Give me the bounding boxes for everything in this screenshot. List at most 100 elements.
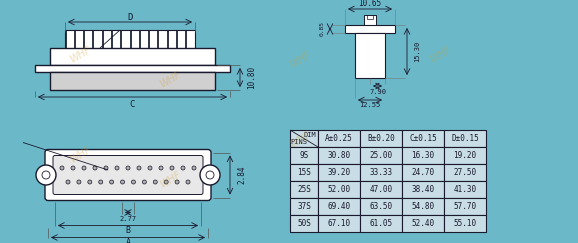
Text: 61.05: 61.05 <box>369 219 392 228</box>
Circle shape <box>99 180 103 184</box>
Bar <box>290 164 318 181</box>
Circle shape <box>60 166 64 170</box>
Text: B±0.20: B±0.20 <box>367 134 395 143</box>
Text: C: C <box>130 99 135 109</box>
Bar <box>444 147 486 164</box>
Bar <box>355 33 385 78</box>
Text: WHF: WHF <box>428 45 453 65</box>
Text: 69.40: 69.40 <box>328 202 351 211</box>
Bar <box>290 181 318 198</box>
Text: 12.55: 12.55 <box>360 102 381 108</box>
Bar <box>290 147 318 164</box>
Bar <box>402 198 444 215</box>
Text: 67.10: 67.10 <box>328 219 351 228</box>
Text: 25S: 25S <box>297 185 311 194</box>
Bar <box>94 30 102 48</box>
Text: WHF: WHF <box>68 145 92 165</box>
Bar <box>168 30 176 48</box>
Bar <box>177 30 185 48</box>
Circle shape <box>170 166 174 170</box>
Bar <box>402 181 444 198</box>
Bar <box>318 181 360 198</box>
Bar <box>360 164 402 181</box>
Bar <box>364 15 376 25</box>
Text: 37S: 37S <box>297 202 311 211</box>
Bar <box>75 30 83 48</box>
Bar <box>290 198 318 215</box>
Text: 25.00: 25.00 <box>369 151 392 160</box>
Text: 52.00: 52.00 <box>328 185 351 194</box>
Text: 7.90: 7.90 <box>369 89 386 95</box>
Circle shape <box>153 180 157 184</box>
Bar <box>290 215 318 232</box>
Text: WHF: WHF <box>68 45 92 65</box>
Circle shape <box>131 180 135 184</box>
Text: 19.20: 19.20 <box>453 151 477 160</box>
Bar <box>318 147 360 164</box>
Text: WHF: WHF <box>288 50 312 70</box>
Text: A±0.25: A±0.25 <box>325 134 353 143</box>
Text: PINS: PINS <box>290 139 307 145</box>
Text: 0.85: 0.85 <box>320 21 324 36</box>
Circle shape <box>159 166 163 170</box>
Bar <box>318 198 360 215</box>
Circle shape <box>126 166 130 170</box>
Text: B: B <box>125 226 131 235</box>
Circle shape <box>164 180 168 184</box>
Text: 52.40: 52.40 <box>412 219 435 228</box>
Circle shape <box>88 180 92 184</box>
Circle shape <box>104 166 108 170</box>
Bar <box>50 48 215 65</box>
Text: 24.70: 24.70 <box>412 168 435 177</box>
Bar <box>345 25 395 33</box>
Bar <box>158 30 166 48</box>
Text: 10.65: 10.65 <box>358 0 381 9</box>
Circle shape <box>93 166 97 170</box>
Text: 57.70: 57.70 <box>453 202 477 211</box>
Bar <box>402 130 444 147</box>
Text: 27.50: 27.50 <box>453 168 477 177</box>
Text: 2.84: 2.84 <box>238 166 246 184</box>
Bar <box>140 30 148 48</box>
Text: 41.30: 41.30 <box>453 185 477 194</box>
Text: WHF: WHF <box>158 70 182 90</box>
Text: 15.30: 15.30 <box>414 41 420 62</box>
Text: 15S: 15S <box>297 168 311 177</box>
Bar <box>112 30 120 48</box>
Text: 55.10: 55.10 <box>453 219 477 228</box>
Circle shape <box>186 180 190 184</box>
Circle shape <box>192 166 196 170</box>
Text: 38.40: 38.40 <box>412 185 435 194</box>
Circle shape <box>77 180 81 184</box>
Bar <box>402 164 444 181</box>
Circle shape <box>148 166 152 170</box>
Bar <box>290 130 486 232</box>
FancyBboxPatch shape <box>53 156 203 194</box>
Bar <box>318 130 360 147</box>
Circle shape <box>82 166 86 170</box>
Bar <box>402 215 444 232</box>
Text: 50S: 50S <box>297 219 311 228</box>
Bar <box>444 215 486 232</box>
Bar <box>318 215 360 232</box>
Text: DIM: DIM <box>304 132 317 138</box>
Bar <box>149 30 157 48</box>
Circle shape <box>200 165 220 185</box>
Text: 47.00: 47.00 <box>369 185 392 194</box>
Bar <box>186 30 195 48</box>
Circle shape <box>71 166 75 170</box>
Text: A: A <box>125 238 131 243</box>
Text: 16.30: 16.30 <box>412 151 435 160</box>
Bar <box>290 130 318 147</box>
Text: WHF: WHF <box>158 170 182 190</box>
FancyBboxPatch shape <box>45 149 211 200</box>
Bar <box>444 130 486 147</box>
Bar <box>360 198 402 215</box>
Text: 30.80: 30.80 <box>328 151 351 160</box>
Circle shape <box>142 180 146 184</box>
Circle shape <box>110 180 114 184</box>
Bar <box>360 215 402 232</box>
Bar <box>360 130 402 147</box>
Bar <box>65 30 74 48</box>
Bar <box>402 147 444 164</box>
